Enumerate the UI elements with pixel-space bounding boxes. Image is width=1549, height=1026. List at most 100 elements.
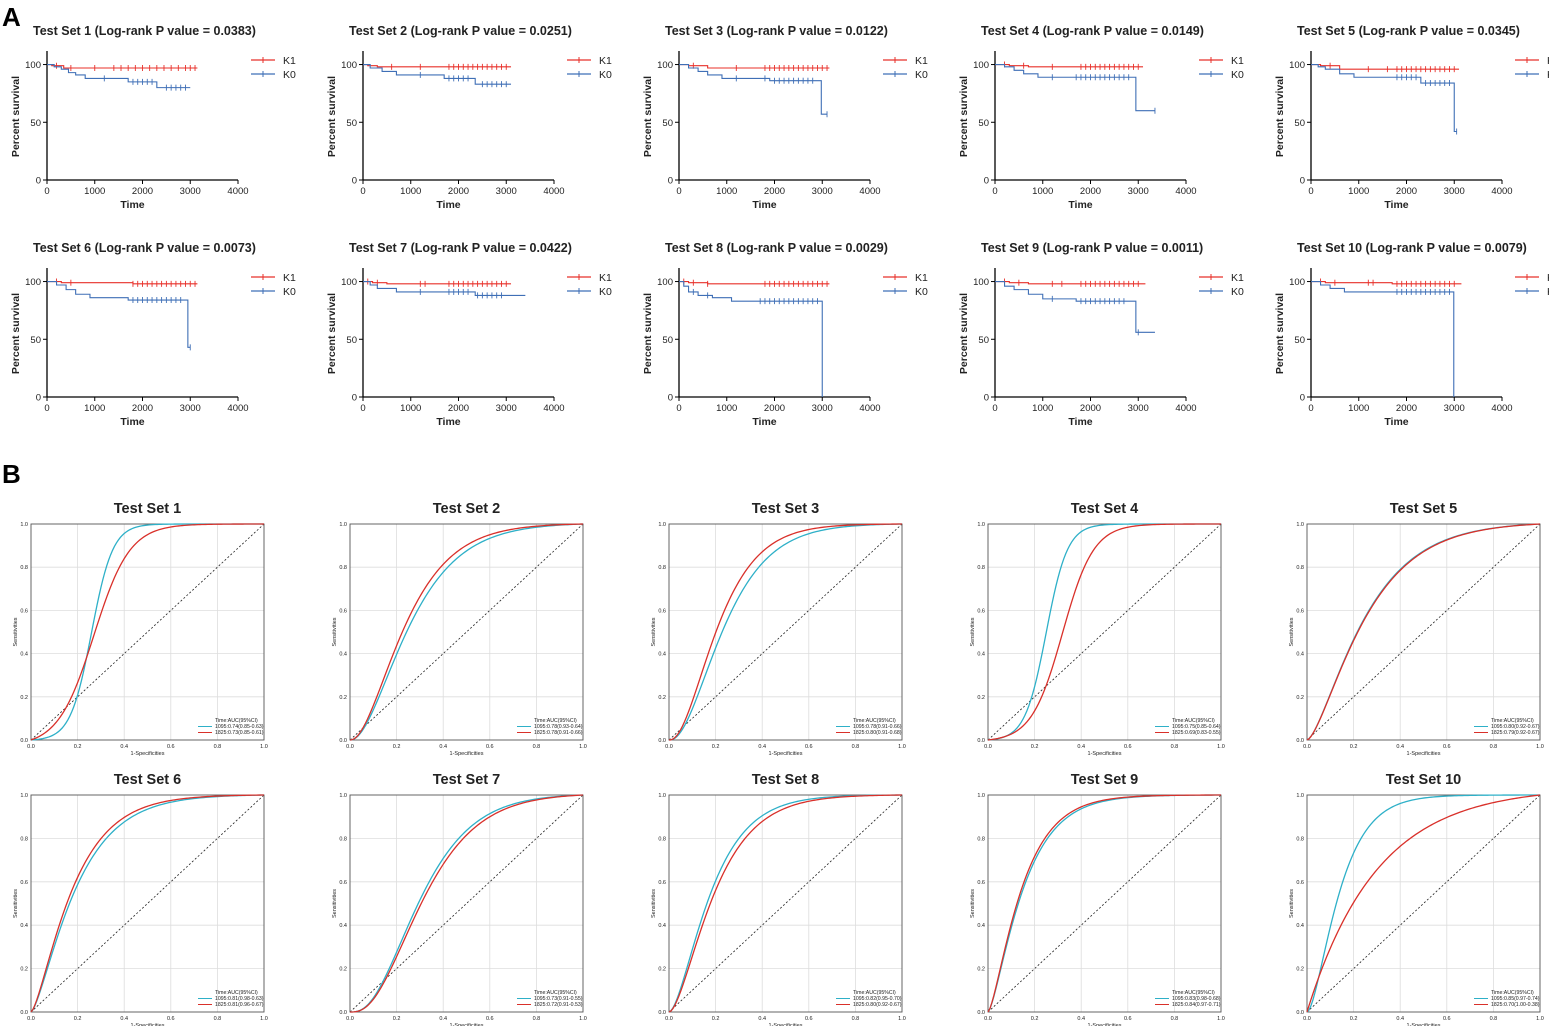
roc-legend-label: 1825:0.78(0.91-0.66): [534, 730, 583, 736]
km-y-tick-label: 0: [668, 393, 673, 404]
km-curve-k1: [363, 280, 512, 285]
km-y-tick-label: 50: [978, 118, 989, 129]
km-y-label: Percent survival: [10, 293, 22, 374]
roc-y-tick-label: 0.6: [20, 608, 28, 614]
roc-x-tick-label: 0.6: [1443, 1016, 1451, 1022]
roc-y-tick-label: 0.0: [977, 738, 985, 744]
roc-diagonal: [349, 523, 584, 741]
roc-x-tick-label: 0.2: [712, 744, 720, 750]
km-x-label: Time: [436, 416, 460, 428]
roc-y-label: Sensitivities: [651, 617, 657, 646]
roc-title: Test Set 3: [752, 501, 819, 517]
km-curve-k1: [47, 280, 198, 285]
roc-y-tick-label: 0.2: [1296, 695, 1304, 701]
km-x-tick-label: 1000: [1032, 186, 1053, 197]
roc-y-label: Sensitivities: [1289, 889, 1295, 918]
roc-y-tick-label: 0.2: [20, 967, 28, 973]
km-curve-k1: [679, 280, 830, 285]
km-y-label: Percent survival: [326, 76, 338, 157]
km-x-tick-label: 2000: [132, 403, 153, 414]
km-x-tick-label: 2000: [448, 186, 469, 197]
km-legend-label: K0: [283, 286, 296, 298]
roc-x-tick-label: 1.0: [579, 744, 587, 750]
roc-x-label: 1-Specificities: [1088, 751, 1122, 757]
km-y-tick-label: 100: [1289, 60, 1305, 71]
roc-curve-1095: [349, 523, 584, 741]
km-y-tick-label: 100: [25, 60, 41, 71]
roc-title: Test Set 4: [1071, 501, 1138, 517]
km-y-tick-label: 50: [1294, 335, 1305, 346]
roc-legend-label: 1095:0.80(0.92-0.67): [1491, 724, 1540, 730]
km-x-tick-label: 3000: [1128, 403, 1149, 414]
km-chart-4: Test Set 4 (Log-rank P value = 0.0149) 0 1…: [958, 24, 1244, 211]
km-y-label: Percent survival: [642, 76, 654, 157]
km-y-tick-label: 50: [30, 335, 41, 346]
km-x-tick-label: 0: [44, 186, 49, 197]
km-x-tick-label: 3000: [1444, 186, 1465, 197]
km-y-tick-label: 50: [1294, 118, 1305, 129]
km-curve-k1: [363, 63, 512, 68]
roc-y-tick-label: 0.8: [20, 565, 28, 571]
roc-x-tick-label: 0.6: [167, 744, 175, 750]
roc-title: Test Set 7: [433, 772, 500, 788]
km-x-tick-label: 3000: [180, 403, 201, 414]
roc-x-tick-label: 0.6: [1124, 1016, 1132, 1022]
roc-diagonal: [30, 794, 265, 1013]
km-y-tick-label: 100: [657, 277, 673, 288]
roc-y-label: Sensitivities: [332, 889, 338, 918]
km-x-label: Time: [752, 199, 776, 211]
roc-title: Test Set 9: [1071, 772, 1138, 788]
roc-x-tick-label: 1.0: [1217, 1016, 1225, 1022]
km-x-tick-label: 1000: [1032, 403, 1053, 414]
km-x-tick-label: 4000: [859, 186, 880, 197]
roc-x-tick-label: 0.6: [167, 1016, 175, 1022]
roc-chart-9: Test Set 9 0.00.0 0.2 0.2 0.4 0.4 0.6 0.6 0.8 0.8…: [970, 772, 1225, 1026]
roc-x-tick-label: 0.8: [852, 744, 860, 750]
roc-x-tick-label: 1.0: [898, 744, 906, 750]
roc-curve-1825: [668, 794, 903, 1013]
roc-y-tick-label: 0.2: [1296, 967, 1304, 973]
km-y-label: Percent survival: [1274, 293, 1286, 374]
roc-x-tick-label: 0.0: [665, 744, 673, 750]
roc-y-tick-label: 0.2: [977, 695, 985, 701]
km-x-tick-label: 2000: [1080, 403, 1101, 414]
roc-x-tick-label: 0.4: [758, 1016, 766, 1022]
roc-y-tick-label: 0.4: [339, 652, 347, 658]
km-x-tick-label: 2000: [1080, 186, 1101, 197]
km-x-label: Time: [1068, 199, 1092, 211]
roc-y-tick-label: 0.0: [20, 738, 28, 744]
roc-curve-1825: [1306, 523, 1541, 741]
km-x-label: Time: [436, 199, 460, 211]
roc-title: Test Set 5: [1390, 501, 1457, 517]
roc-curve-1825: [30, 794, 265, 1013]
roc-x-tick-label: 0.8: [1490, 1016, 1498, 1022]
km-x-label: Time: [120, 199, 144, 211]
km-y-label: Percent survival: [958, 76, 970, 157]
roc-x-tick-label: 0.2: [393, 1016, 401, 1022]
km-x-tick-label: 2000: [764, 186, 785, 197]
roc-y-tick-label: 0.2: [977, 967, 985, 973]
km-legend-label: K0: [1547, 69, 1549, 81]
roc-x-tick-label: 0.8: [1490, 744, 1498, 750]
km-title: Test Set 7 (Log-rank P value = 0.0422): [349, 241, 572, 255]
roc-x-tick-label: 1.0: [260, 744, 268, 750]
roc-legend-label: 1825:0.69(0.83-0.55): [1172, 730, 1221, 736]
roc-x-tick-label: 0.0: [346, 1016, 354, 1022]
km-x-tick-label: 0: [360, 186, 365, 197]
km-x-tick-label: 4000: [1175, 403, 1196, 414]
km-y-label: Percent survival: [326, 293, 338, 374]
roc-legend-label: 1095:0.73(0.91-0.55): [534, 996, 583, 1002]
roc-x-tick-label: 0.4: [120, 744, 128, 750]
km-legend-label: K0: [1231, 69, 1244, 81]
km-curve-k1: [995, 63, 1144, 68]
roc-y-tick-label: 0.8: [1296, 836, 1304, 842]
km-curve-k0: [363, 280, 526, 296]
km-x-tick-label: 3000: [496, 186, 517, 197]
roc-frame: [987, 794, 1222, 1013]
km-y-tick-label: 0: [36, 176, 41, 187]
km-chart-9: Test Set 9 (Log-rank P value = 0.0011) 0 1…: [958, 241, 1244, 428]
roc-y-tick-label: 0.2: [658, 695, 666, 701]
roc-x-tick-label: 1.0: [1536, 744, 1544, 750]
km-legend-label: K1: [1231, 272, 1244, 284]
